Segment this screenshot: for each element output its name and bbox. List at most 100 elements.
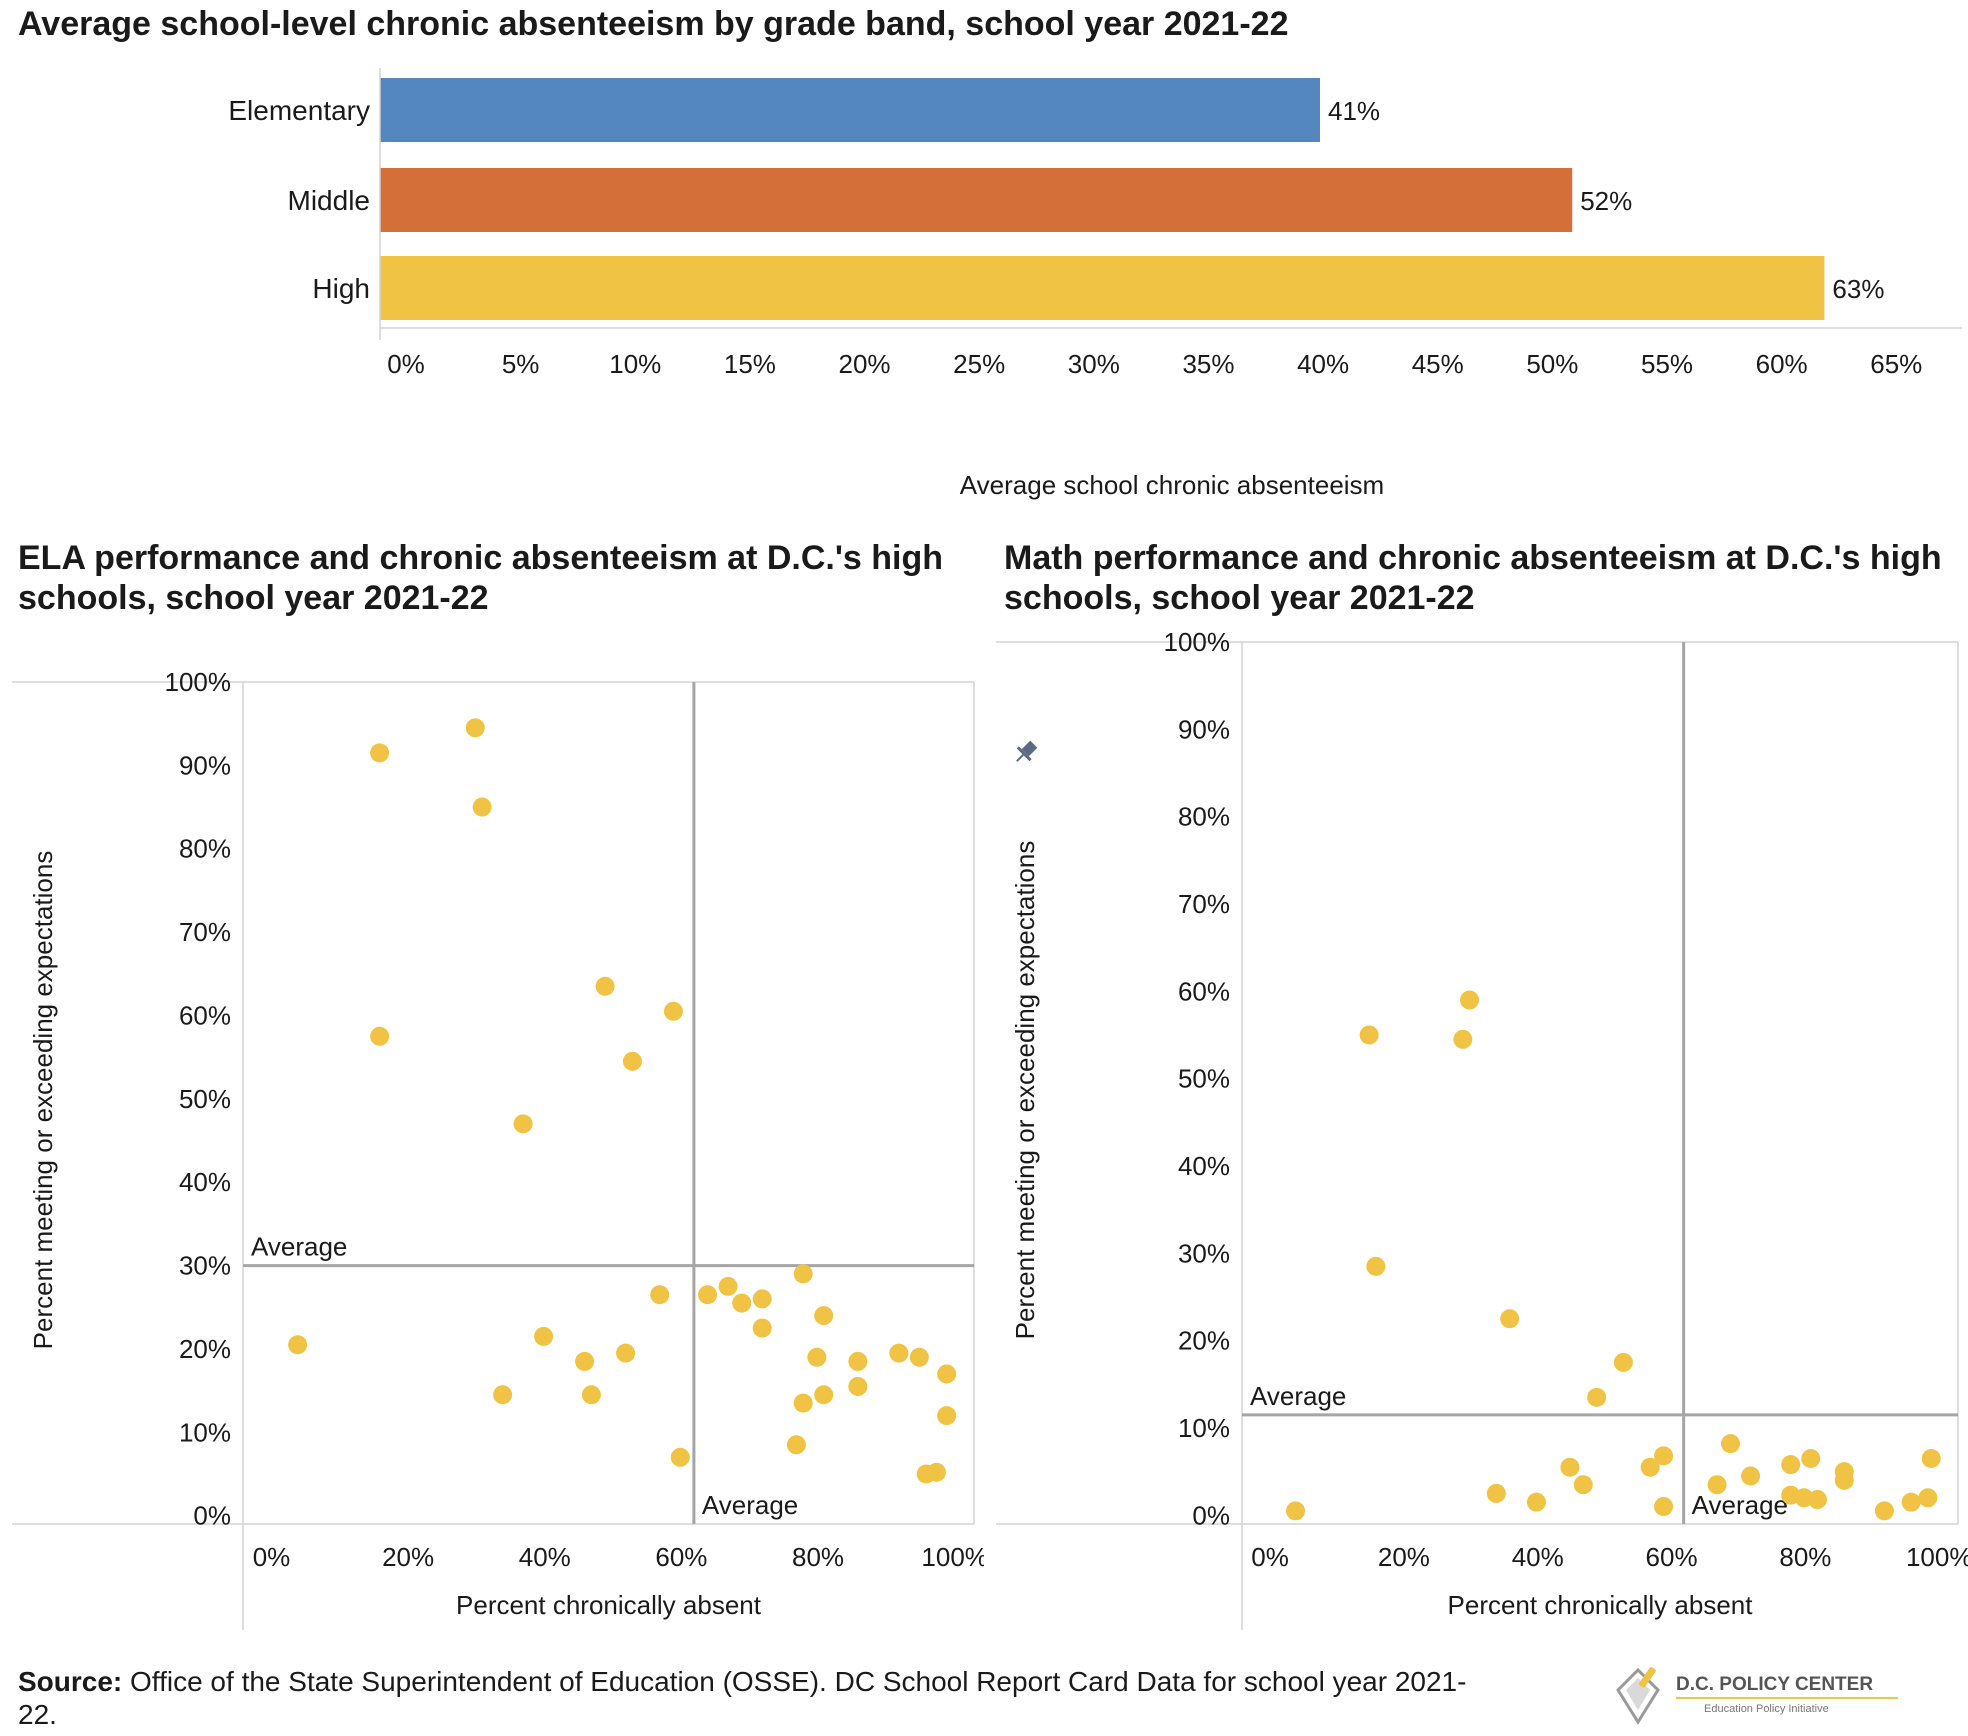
scatter-point[interactable]	[814, 1306, 834, 1326]
scatter-point[interactable]	[848, 1376, 868, 1396]
x-tick-label: 40%	[519, 1542, 571, 1572]
scatter-point[interactable]	[1460, 990, 1480, 1010]
scatter-point[interactable]	[1526, 1492, 1546, 1512]
scatter-point[interactable]	[513, 1114, 533, 1134]
source-label: Source:	[18, 1666, 123, 1697]
scatter-point[interactable]	[595, 976, 615, 996]
scatter-point[interactable]	[616, 1343, 636, 1363]
bar-category-label: High	[312, 273, 370, 304]
scatter-point[interactable]	[1901, 1492, 1921, 1512]
scatter-point[interactable]	[1486, 1483, 1506, 1503]
scatter-point[interactable]	[472, 797, 492, 817]
scatter-point[interactable]	[814, 1385, 834, 1405]
average-x-label: Average	[702, 1490, 798, 1520]
logo-subtitle: Education Policy Initiative	[1704, 1703, 1829, 1715]
scatter-point[interactable]	[1366, 1256, 1386, 1276]
scatter-point[interactable]	[534, 1326, 554, 1346]
scatter-point[interactable]	[465, 718, 485, 738]
scatter-point[interactable]	[1801, 1449, 1821, 1469]
x-tick-label: 80%	[792, 1542, 844, 1572]
x-tick-label: 20%	[382, 1542, 434, 1572]
y-tick-label: 40%	[1178, 1151, 1230, 1181]
scatter-point[interactable]	[752, 1289, 772, 1309]
scatter-point[interactable]	[732, 1293, 752, 1313]
scatter-point[interactable]	[1921, 1449, 1941, 1469]
math-chart-title: Math performance and chronic absenteeism…	[1004, 539, 1942, 617]
scatter-point[interactable]	[926, 1462, 946, 1482]
source-text: Office of the State Superintendent of Ed…	[18, 1666, 1467, 1730]
scatter-point[interactable]	[1613, 1352, 1633, 1372]
y-tick-label: 30%	[179, 1251, 231, 1281]
y-tick-label: 50%	[1178, 1064, 1230, 1094]
scatter-point[interactable]	[1453, 1029, 1473, 1049]
bar-value-label: 41%	[1328, 96, 1380, 126]
bar-x-tick-label: 60%	[1756, 349, 1808, 379]
scatter-point[interactable]	[909, 1347, 929, 1367]
scatter-point[interactable]	[752, 1318, 772, 1338]
scatter-point[interactable]	[1654, 1497, 1674, 1517]
scatter-point[interactable]	[1834, 1470, 1854, 1490]
scatter-point[interactable]	[670, 1447, 690, 1467]
scatter-point[interactable]	[1781, 1455, 1801, 1475]
bar-x-tick-label: 10%	[609, 349, 661, 379]
ela-scatter-chart: 0% 10% 20% 30% 40% 50% 60% 70% 80% 90% 100% 0% 20% 40…	[12, 667, 984, 1630]
scatter-point[interactable]	[622, 1051, 642, 1071]
scatter-point[interactable]	[493, 1385, 513, 1405]
source-note: Source: Office of the State Superintende…	[18, 1665, 1478, 1731]
bar-category-label: Middle	[288, 185, 370, 216]
y-tick-label: 30%	[1178, 1238, 1230, 1268]
scatter-point[interactable]	[1741, 1466, 1761, 1486]
bar-x-tick-label: 50%	[1526, 349, 1578, 379]
y-tick-label: 100%	[165, 667, 232, 697]
y-tick-label: 20%	[1178, 1326, 1230, 1356]
scatter-point[interactable]	[1560, 1457, 1580, 1477]
scatter-point[interactable]	[1500, 1309, 1520, 1329]
scatter-point[interactable]	[937, 1406, 957, 1426]
scatter-point[interactable]	[370, 1026, 390, 1046]
scatter-point[interactable]	[793, 1264, 813, 1284]
scatter-point[interactable]	[1720, 1434, 1740, 1454]
scatter-point[interactable]	[1654, 1446, 1674, 1466]
bar-x-tick-label: 25%	[953, 349, 1005, 379]
scatter-point[interactable]	[1874, 1501, 1894, 1521]
y-tick-label: 80%	[1178, 802, 1230, 832]
scatter-point[interactable]	[793, 1393, 813, 1413]
scatter-point[interactable]	[718, 1276, 738, 1296]
bar-x-tick-label: 20%	[839, 349, 891, 379]
scatter-point[interactable]	[663, 1001, 683, 1021]
logo-name: D.C. POLICY CENTER	[1676, 1674, 1873, 1695]
scatter-point[interactable]	[1573, 1475, 1593, 1495]
scatter-point[interactable]	[1707, 1475, 1727, 1495]
x-tick-label: 60%	[655, 1542, 707, 1572]
y-tick-label: 60%	[1178, 976, 1230, 1006]
x-tick-label: 20%	[1378, 1542, 1430, 1572]
scatter-point[interactable]	[807, 1347, 827, 1367]
scatter-point[interactable]	[1286, 1501, 1306, 1521]
bar-chart: Elementary 41% Middle 52% High 63% 0% 5% 10% 15% 2…	[228, 68, 1962, 500]
scatter-point[interactable]	[650, 1285, 670, 1305]
y-tick-label: 0%	[193, 1501, 231, 1531]
scatter-point[interactable]	[1587, 1387, 1607, 1407]
scatter-point[interactable]	[288, 1335, 308, 1355]
y-tick-label: 70%	[1178, 889, 1230, 919]
scatter-point[interactable]	[581, 1385, 601, 1405]
scatter-point[interactable]	[1807, 1490, 1827, 1510]
bar-x-tick-label: 30%	[1068, 349, 1120, 379]
y-tick-label: 90%	[1178, 714, 1230, 744]
scatter-point[interactable]	[1640, 1457, 1660, 1477]
pin-icon[interactable]	[1010, 738, 1040, 768]
scatter-point[interactable]	[698, 1285, 718, 1305]
dc-map-icon	[1616, 1667, 1660, 1725]
scatter-point[interactable]	[889, 1343, 909, 1363]
scatter-point[interactable]	[370, 743, 390, 763]
scatter-point[interactable]	[1359, 1025, 1379, 1045]
scatter-point[interactable]	[1918, 1488, 1938, 1508]
bar-x-tick-label: 15%	[724, 349, 776, 379]
y-tick-label: 0%	[1192, 1500, 1230, 1530]
x-tick-label: 40%	[1512, 1542, 1564, 1572]
dc-policy-center-logo[interactable]: D.C. POLICY CENTER Education Policy Init…	[1610, 1660, 1910, 1730]
scatter-point[interactable]	[786, 1435, 806, 1455]
scatter-point[interactable]	[848, 1351, 868, 1371]
scatter-point[interactable]	[575, 1351, 595, 1371]
scatter-point[interactable]	[937, 1364, 957, 1384]
